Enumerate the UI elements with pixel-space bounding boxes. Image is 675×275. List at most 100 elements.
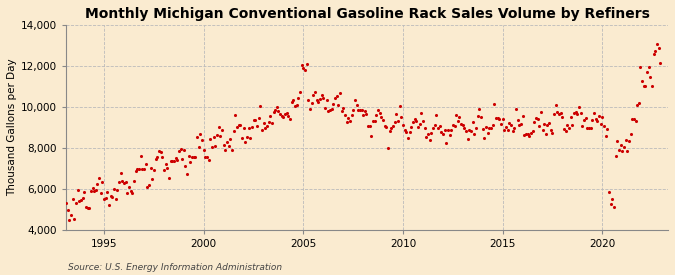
Point [267, 121, 277, 125]
Point [162, 166, 173, 171]
Point [350, 98, 360, 103]
Point [253, 116, 264, 121]
Point [59, 209, 70, 214]
Point [371, 113, 382, 117]
Point [549, 112, 560, 116]
Point [172, 158, 183, 163]
Point [605, 201, 616, 206]
Point [180, 164, 191, 168]
Point [135, 154, 146, 158]
Point [87, 186, 98, 190]
Point [285, 117, 296, 121]
Point [79, 190, 90, 194]
Point [115, 171, 126, 175]
Point [595, 122, 606, 127]
Point [325, 107, 335, 112]
Point [653, 46, 664, 51]
Point [232, 125, 242, 129]
Point [361, 112, 372, 117]
Point [411, 119, 422, 123]
Point [459, 126, 470, 130]
Point [454, 115, 465, 119]
Point [647, 84, 657, 88]
Point [547, 131, 558, 135]
Point [519, 133, 530, 137]
Point [286, 100, 297, 104]
Point [542, 123, 553, 128]
Point [617, 149, 628, 153]
Point [544, 120, 555, 125]
Point [210, 144, 221, 149]
Point [261, 123, 272, 128]
Point [80, 205, 91, 210]
Y-axis label: Thousand Gallons per Day: Thousand Gallons per Day [7, 59, 17, 196]
Point [492, 116, 503, 120]
Point [318, 95, 329, 100]
Point [185, 160, 196, 164]
Point [326, 107, 337, 111]
Point [470, 126, 481, 130]
Point [585, 125, 596, 130]
Point [489, 102, 500, 106]
Point [620, 138, 631, 142]
Point [464, 128, 475, 132]
Point [633, 101, 644, 105]
Point [215, 134, 225, 139]
Point [129, 179, 140, 183]
Point [329, 96, 340, 100]
Point [535, 109, 546, 114]
Point [335, 90, 346, 95]
Point [278, 115, 289, 119]
Point [170, 156, 181, 160]
Point [187, 155, 198, 160]
Point [439, 128, 450, 132]
Point [550, 102, 561, 107]
Point [458, 122, 468, 127]
Point [375, 111, 385, 115]
Point [82, 206, 93, 210]
Point [615, 142, 626, 147]
Point [509, 125, 520, 130]
Point [466, 129, 477, 133]
Point [539, 122, 549, 126]
Point [487, 122, 498, 127]
Point [532, 117, 543, 121]
Point [311, 98, 322, 102]
Point [393, 119, 404, 123]
Point [195, 131, 206, 136]
Point [271, 104, 282, 109]
Point [602, 127, 613, 131]
Point [351, 103, 362, 107]
Point [165, 158, 176, 163]
Point [198, 147, 209, 152]
Point [639, 84, 649, 88]
Point [603, 189, 614, 194]
Point [379, 124, 390, 128]
Point [235, 122, 246, 127]
Point [190, 155, 201, 160]
Point [441, 140, 452, 145]
Point [624, 139, 634, 143]
Point [501, 125, 512, 129]
Point [504, 121, 515, 125]
Point [531, 116, 541, 120]
Point [99, 197, 109, 201]
Point [260, 125, 271, 130]
Point [88, 188, 99, 193]
Point [157, 154, 167, 159]
Point [238, 126, 249, 130]
Point [340, 112, 350, 117]
Point [358, 112, 369, 117]
Point [381, 125, 392, 130]
Point [446, 128, 456, 132]
Point [126, 189, 136, 193]
Point [570, 110, 581, 114]
Point [200, 155, 211, 159]
Point [270, 108, 281, 112]
Point [600, 134, 611, 139]
Point [651, 42, 662, 46]
Point [69, 217, 80, 221]
Point [507, 128, 518, 133]
Point [130, 169, 141, 173]
Point [225, 136, 236, 141]
